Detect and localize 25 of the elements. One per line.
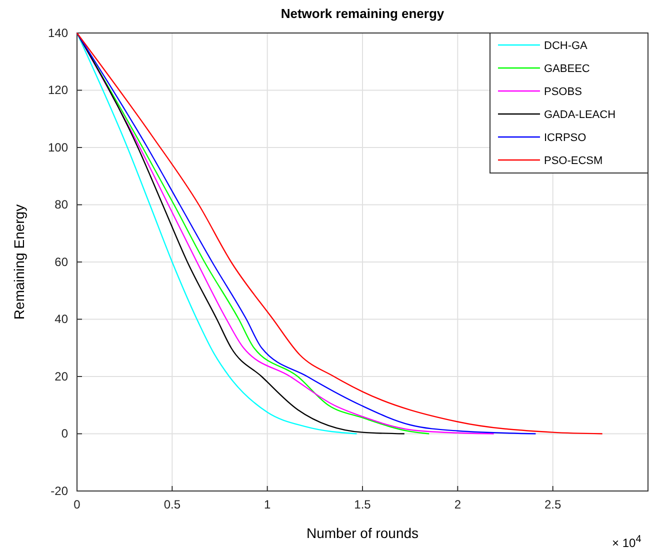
x-tick-label: 2	[454, 498, 462, 512]
legend-label: PSO-ECSM	[544, 155, 603, 167]
chart-title: Network remaining energy	[280, 6, 445, 21]
y-tick-label: 20	[54, 369, 68, 384]
x-tick-label: 2.5	[544, 498, 562, 512]
y-tick-label: 60	[54, 254, 68, 269]
legend-label: GADA-LEACH	[544, 109, 616, 121]
y-tick-label: 140	[48, 26, 68, 40]
legend-label: GABEEC	[544, 63, 590, 75]
y-tick-label: 100	[48, 140, 68, 154]
y-tick-label: 80	[54, 198, 68, 212]
x-tick-label: 1	[264, 498, 271, 512]
x-tick-label: 0	[74, 498, 81, 512]
x-tick-label: 1.5	[354, 498, 372, 512]
legend-label: ICRPSO	[544, 132, 587, 144]
y-tick-label: 120	[48, 83, 68, 98]
y-tick-label: -20	[50, 484, 68, 498]
text: × 10$^{4}$	[612, 534, 642, 550]
y-axis-title: Remaining Energy	[11, 204, 27, 320]
x-axis-title: Number of rounds	[306, 525, 419, 541]
y-tick-label: 0	[61, 426, 68, 441]
y-tick-label: 40	[54, 312, 68, 326]
x-tick-label: 0.5	[164, 498, 181, 512]
legend-label: DCH-GA	[544, 40, 588, 52]
legend-label: PSOBS	[544, 86, 582, 98]
